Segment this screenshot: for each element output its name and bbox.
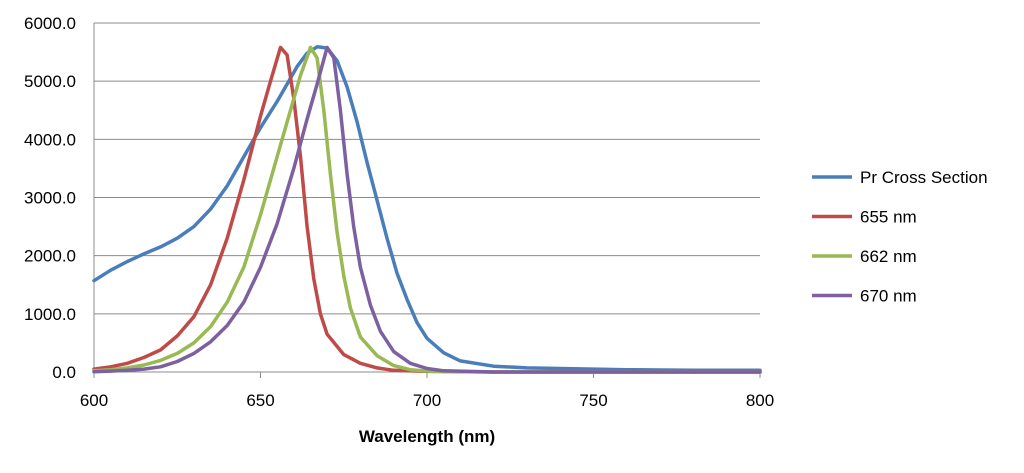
series-line — [92, 45, 762, 373]
plot-series — [92, 45, 762, 374]
series-line — [92, 45, 762, 374]
y-tick-label: 1000.0 — [24, 305, 76, 324]
axes — [93, 23, 761, 378]
y-tick-label: 6000.0 — [24, 14, 76, 33]
x-axis-title: Wavelength (nm) — [359, 427, 495, 446]
y-tick-label: 0.0 — [52, 363, 76, 382]
legend-label: 670 nm — [860, 287, 917, 306]
x-tick-label: 600 — [80, 391, 108, 410]
series-line — [92, 45, 762, 374]
legend-label: Pr Cross Section — [860, 168, 988, 187]
tick-labels: 0.0 1000.0 2000.0 3000.0 4000.0 5000.0 6000.0 6… — [24, 14, 774, 410]
x-tick-label: 800 — [746, 391, 774, 410]
x-tick-label: 750 — [579, 391, 607, 410]
y-tick-label: 4000.0 — [24, 130, 76, 149]
legend-label: 662 nm — [860, 247, 917, 266]
y-tick-label: 5000.0 — [24, 72, 76, 91]
gridlines — [94, 22, 760, 315]
legend: Pr Cross Section 655 nm 662 nm 670 nm — [812, 168, 988, 306]
x-tick-label: 700 — [413, 391, 441, 410]
series-line — [92, 45, 762, 374]
y-tick-label: 3000.0 — [24, 189, 76, 208]
legend-label: 655 nm — [860, 208, 917, 227]
y-tick-label: 2000.0 — [24, 247, 76, 266]
x-tick-label: 650 — [246, 391, 274, 410]
